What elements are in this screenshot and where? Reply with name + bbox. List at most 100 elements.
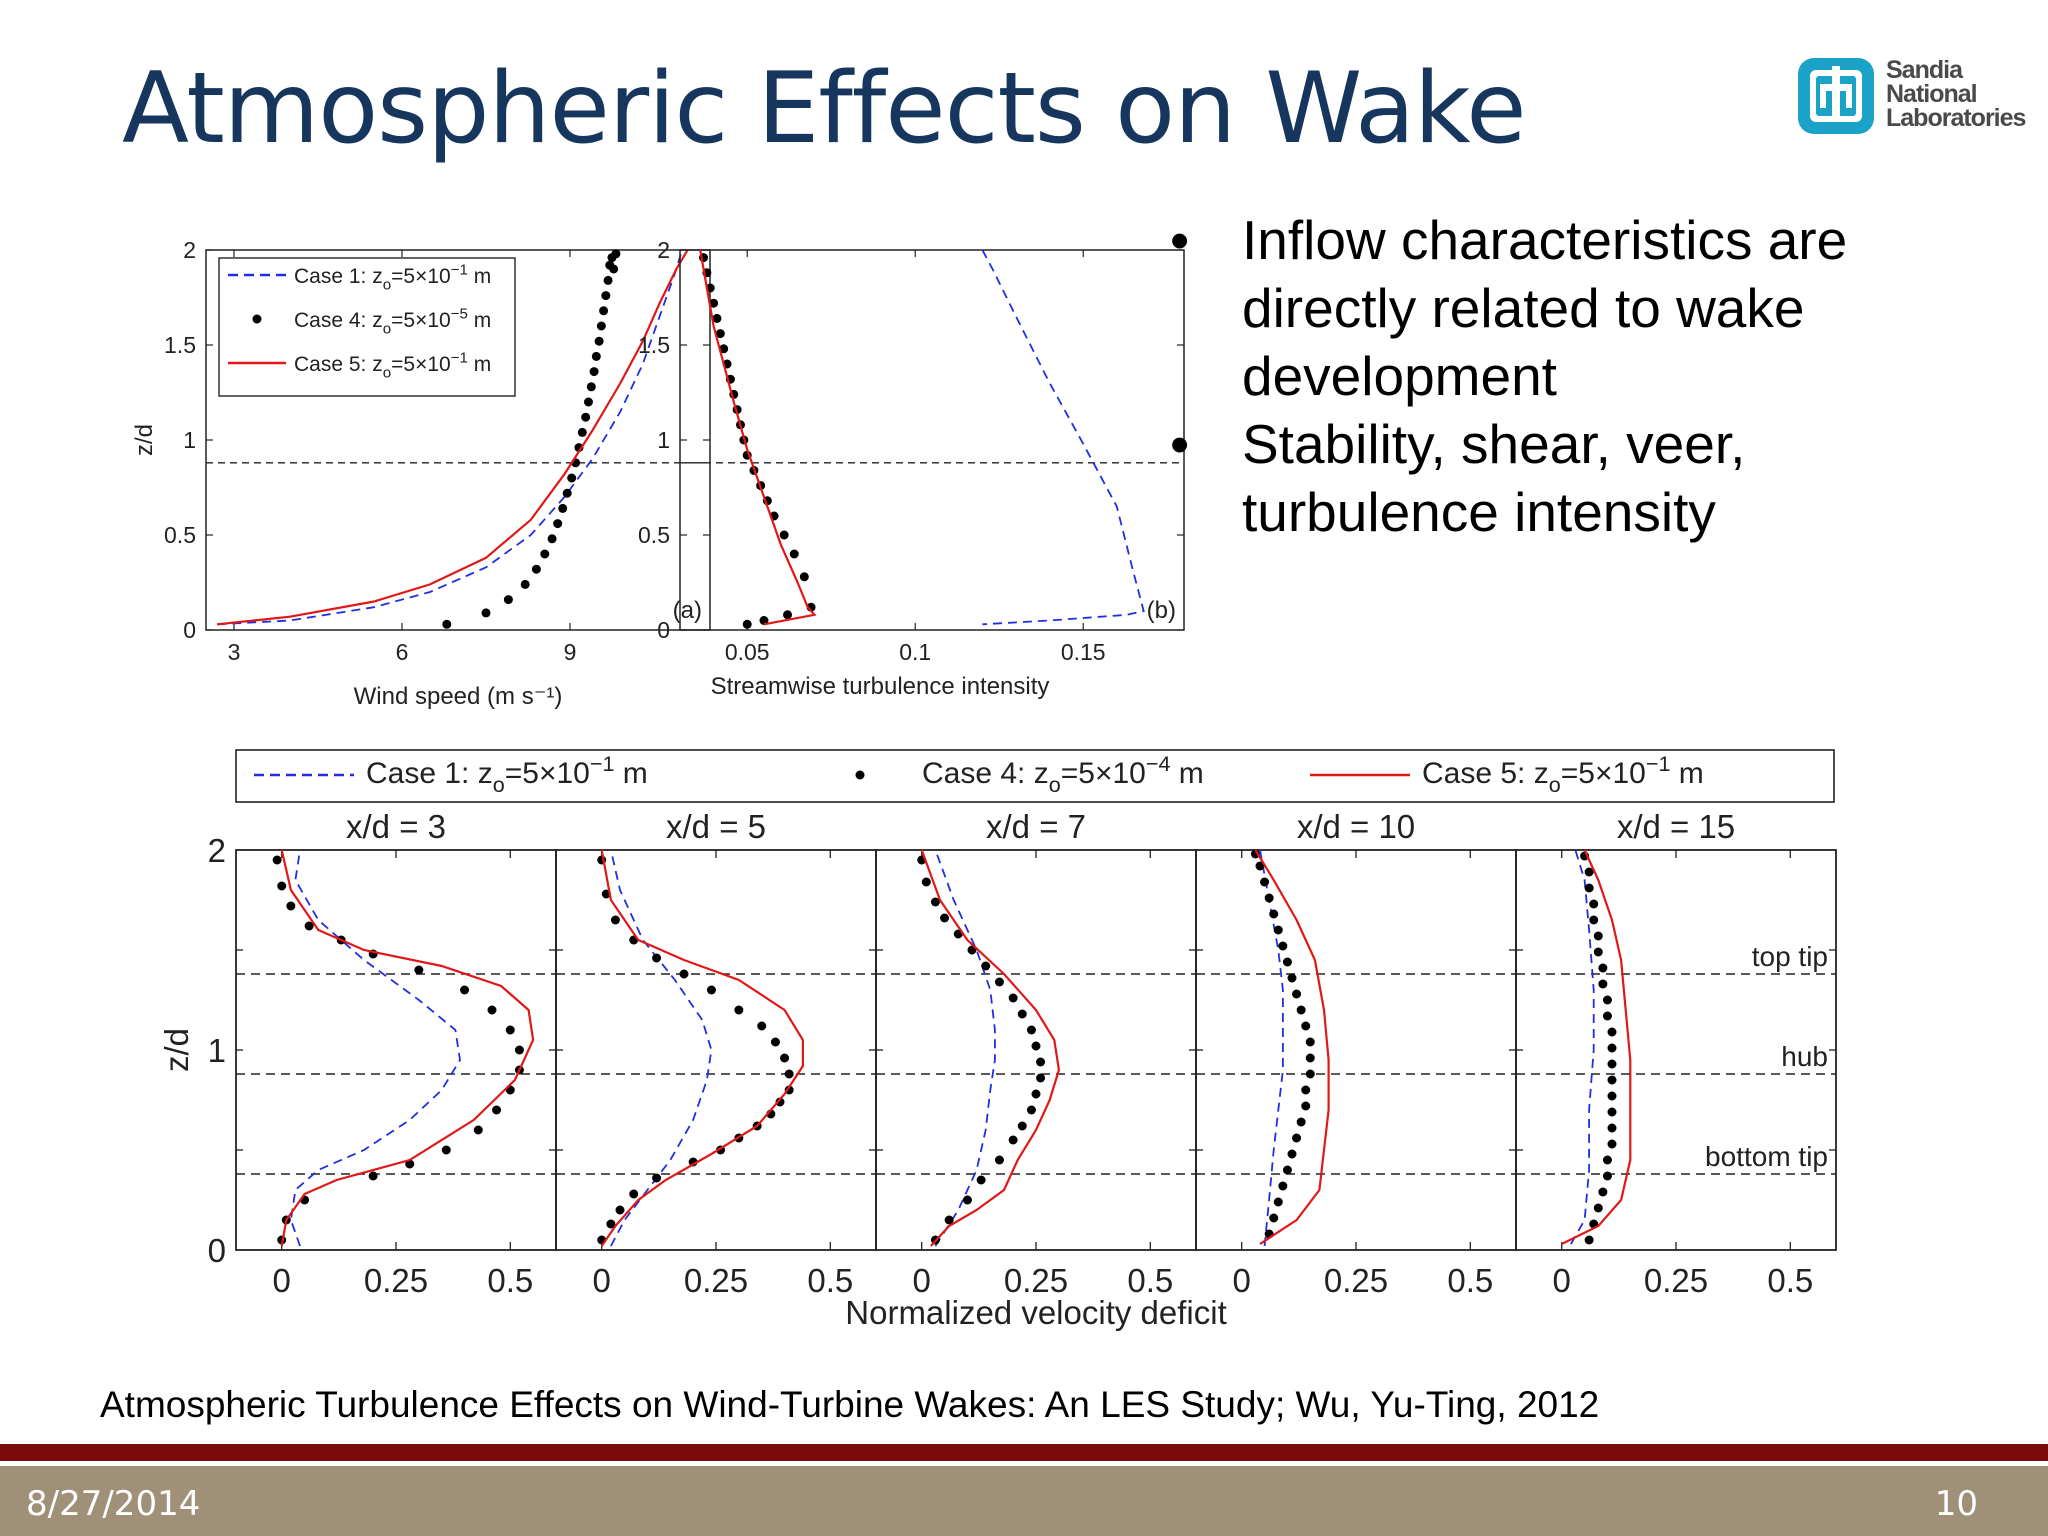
y-tick-label: 2: [208, 832, 226, 869]
series-case-4-point: [503, 595, 513, 605]
series-case-4-point: [603, 275, 613, 285]
series-case-4-point: [783, 610, 793, 620]
series-case-4-point: [1026, 1025, 1036, 1035]
series-case-4-point: [652, 1173, 662, 1183]
series-case-4-point: [976, 1175, 986, 1185]
x-tick-label: 9: [564, 639, 577, 665]
series-case-4-point: [1598, 1187, 1608, 1197]
series-case-4-point: [1593, 1203, 1603, 1213]
series-case-4-point: [1292, 1133, 1302, 1143]
series-case-5-line: [217, 249, 689, 626]
series-case-4-point: [1305, 1069, 1315, 1079]
series-case-4-point: [940, 913, 950, 923]
series-case-4-point: [734, 1005, 744, 1015]
plot-frame: [1195, 849, 1517, 1251]
y-tick-label: 1: [183, 427, 196, 453]
series-case-4-point: [606, 1219, 616, 1229]
series-case-4-point: [567, 473, 577, 483]
series-case-4-point: [1026, 1105, 1036, 1115]
series-case-4-point: [540, 549, 550, 559]
x-axis-label: Streamwise turbulence intensity: [711, 673, 1050, 700]
series-case-4-point: [709, 298, 719, 308]
x-tick-label: 0.5: [487, 1262, 533, 1299]
x-tick-label: 6: [396, 639, 409, 665]
series-case-4-point: [1607, 1091, 1617, 1101]
series-case-4-point: [742, 619, 752, 629]
series-case-4-point: [1301, 1021, 1311, 1031]
series-case-4-point: [531, 564, 541, 574]
series-case-4-point: [930, 897, 940, 907]
series-case-4-point: [596, 321, 606, 331]
series-case-4-point: [1584, 1235, 1594, 1245]
series-case-5-line: [1561, 849, 1632, 1245]
series-case-1-line: [289, 849, 461, 1247]
series-case-4-point: [581, 412, 591, 422]
x-tick-label: 0.25: [364, 1262, 428, 1299]
series-case-4-point: [1296, 1117, 1306, 1127]
series-case-4-point: [514, 1045, 524, 1055]
y-tick-label: 0: [657, 617, 670, 643]
y-tick-label: 1: [208, 1032, 226, 1069]
series-case-5-line: [280, 849, 535, 1247]
series-case-4-point: [1602, 995, 1612, 1005]
series-case-4-point: [562, 488, 572, 498]
panel-title: x/d = 3: [346, 808, 446, 845]
legend-label: Case 1: zo=5×10−1 m: [294, 262, 491, 294]
series-case-1-line: [1570, 849, 1595, 1245]
y-tick-label: 0.5: [164, 522, 196, 548]
series-case-4-point: [1273, 925, 1283, 935]
x-tick-label: 0.1: [899, 639, 931, 665]
y-tick-label: 0.5: [638, 522, 670, 548]
series-case-4-point: [547, 534, 557, 544]
chart-panel-b: 0 0.5 1 1.5 2 0.05 0.1 0.15 (b) Streamwise turbul…: [638, 237, 1185, 700]
series-case-4-point: [1584, 883, 1594, 893]
series-case-4-point: [277, 881, 287, 891]
legend-label: Case 4: zo=5×10−5 m: [294, 306, 491, 338]
series-case-1-line: [981, 249, 1145, 626]
series-case-4-point: [759, 616, 769, 625]
series-case-4-point: [1305, 1053, 1315, 1063]
series-case-4-point: [460, 985, 470, 995]
series-case-4-point: [481, 608, 491, 618]
series-case-5-line: [1254, 849, 1330, 1245]
series-case-4-point: [1607, 1123, 1617, 1133]
bullet-dot: •: [1170, 209, 1190, 271]
series-case-4-point: [414, 965, 424, 975]
series-case-5-line: [600, 849, 805, 1247]
x-tick-label: 0.25: [1004, 1262, 1068, 1299]
series-case-4-point: [652, 953, 662, 963]
series-case-4-point: [1598, 979, 1608, 989]
series-case-4-point: [1598, 963, 1608, 973]
series-case-4-point: [921, 877, 931, 887]
series-case-4-point: [1008, 1135, 1018, 1145]
series-case-4-point: [1031, 1089, 1041, 1099]
series-case-4-point: [1607, 1043, 1617, 1053]
legend-box: [218, 257, 516, 397]
series-case-4-point: [1589, 899, 1599, 909]
y-tick-label: 1.5: [638, 332, 670, 358]
bullet-line: Inflow characteristics are: [1242, 209, 1848, 271]
series-case-4-point: [1589, 915, 1599, 925]
series-case-1-line: [1259, 849, 1284, 1247]
slide-title: Atmospheric Effects on Wake: [122, 52, 1527, 166]
x-tick-label: 0: [913, 1262, 931, 1299]
legend-box: [235, 749, 1835, 803]
series-case-4-point: [589, 367, 599, 377]
legend-label: Case 1: zo=5×10−1 m: [366, 751, 648, 797]
sandia-thunderbird-icon: [1798, 58, 1874, 134]
series-case-4-point: [1607, 1075, 1617, 1085]
y-tick-label: 2: [183, 237, 196, 263]
bullet-line: Stability, shear, veer,: [1242, 413, 1746, 475]
series-case-4-point: [789, 549, 799, 559]
series-case-4-point: [1292, 989, 1302, 999]
wake-profile-panel: x/d = 3 0 0.25 0.5: [235, 808, 557, 1299]
chart-panel-wake-profiles: Case 1: zo=5×10−1 m Case 4: zo=5×10−4 m Ca…: [160, 749, 1837, 1331]
bullet-item: • Inflow characteristics are directly re…: [1170, 206, 2030, 410]
series-case-4-point: [553, 519, 563, 529]
panel-label: (b): [1147, 597, 1176, 624]
series-case-4-point: [1607, 1107, 1617, 1117]
series-case-1-line: [610, 849, 713, 1247]
series-case-4-point: [368, 1171, 378, 1181]
series-case-4-point: [799, 572, 809, 582]
series-case-4-point: [1301, 1085, 1311, 1095]
